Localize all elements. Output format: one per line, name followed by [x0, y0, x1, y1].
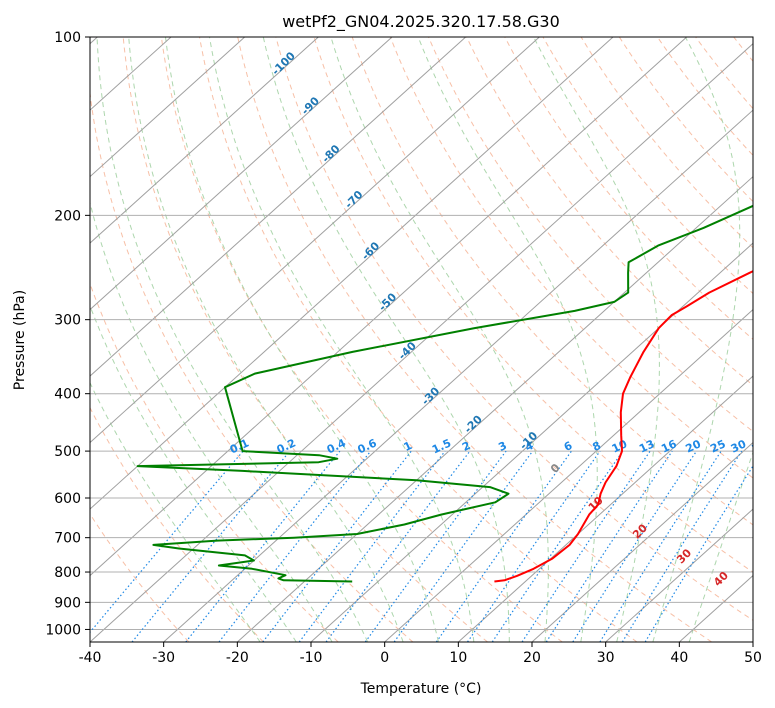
dry-adiabat — [199, 37, 638, 642]
moist-adiabat — [652, 37, 741, 642]
y-tick-label: 300 — [54, 313, 81, 329]
mixing-ratio-label: 30 — [729, 437, 749, 455]
isotherm-line — [605, 508, 753, 642]
moist-adiabat — [165, 37, 439, 642]
isotherm-line — [457, 375, 753, 642]
isotherm-line — [90, 37, 540, 444]
isotherm-line — [236, 175, 753, 642]
isotherm-line — [90, 37, 246, 178]
moist-adiabat — [209, 37, 475, 642]
isotherm-line — [90, 37, 467, 377]
x-tick-label: -30 — [152, 650, 175, 666]
x-tick-label: -20 — [226, 650, 249, 666]
mixing-ratio-line — [545, 450, 673, 642]
dry-adiabat — [90, 513, 190, 642]
isotherm-line — [384, 308, 753, 642]
dry-adiabat — [275, 37, 753, 621]
x-tick-label: 20 — [523, 650, 541, 666]
y-tick-label: 500 — [54, 444, 81, 460]
moist-adiabat — [688, 450, 753, 642]
isotherm-line — [90, 37, 614, 510]
y-tick-label: 900 — [54, 595, 81, 611]
moist-adiabat — [90, 200, 333, 642]
mixing-ratio-line — [364, 450, 507, 642]
mixing-ratio-line — [325, 450, 471, 642]
mixing-ratio-line — [435, 450, 572, 642]
mixing-ratio-label: 16 — [659, 437, 679, 455]
mixing-ratio-line — [521, 450, 651, 642]
isotherm-line — [310, 242, 753, 642]
x-axis: -40 -30 -20 -10 0 10 20 30 40 50 — [79, 642, 762, 666]
x-tick-label: 50 — [744, 650, 762, 666]
dry-adiabat — [122, 37, 488, 642]
x-axis-label: Temperature (°C) — [360, 681, 482, 697]
mixing-ratio-label: 10 — [610, 437, 630, 455]
isotherm-line — [90, 37, 319, 244]
x-tick-label: 40 — [670, 650, 688, 666]
isotherm-line — [90, 37, 393, 311]
moist-adiabat — [417, 37, 598, 642]
dry-adiabat — [351, 37, 753, 526]
moist-adiabat — [90, 381, 261, 642]
profiles — [136, 204, 753, 583]
mixing-ratio-line — [491, 450, 624, 642]
mixing-ratio-line — [467, 450, 601, 642]
y-tick-label: 200 — [54, 208, 81, 224]
mixing-ratio-line — [185, 450, 341, 642]
dewpoint-profile — [136, 204, 753, 583]
mixing-ratio-label: 13 — [637, 437, 656, 455]
y-tick-label: 800 — [54, 565, 81, 581]
mixing-ratio-line — [644, 464, 753, 642]
mixing-ratio-line — [599, 450, 722, 642]
x-tick-label: -40 — [79, 650, 102, 666]
isotherm-line — [163, 109, 753, 642]
y-axis-label: Pressure (hPa) — [12, 290, 28, 390]
moist-adiabat — [128, 37, 404, 642]
mixing-ratio-line — [572, 450, 697, 642]
mixing-ratio-label: 36 — [750, 437, 770, 455]
mixing-ratio-line — [131, 450, 291, 642]
moist-adiabat — [96, 37, 369, 642]
plot-frame — [89, 36, 754, 643]
x-tick-label: -10 — [300, 650, 323, 666]
chart-title: wetPf2_GN04.2025.320.17.58.G30 — [282, 12, 560, 32]
mixing-ratio-line — [393, 450, 534, 642]
x-tick-label: 10 — [449, 650, 467, 666]
mixing-ratio-line — [90, 450, 244, 634]
isotherm-line — [90, 37, 688, 577]
isotherm-line — [531, 441, 753, 642]
y-tick-label: 1000 — [45, 622, 81, 638]
temperature-profile — [494, 270, 753, 583]
y-tick-label: 600 — [54, 491, 81, 507]
dry-adiabat — [389, 37, 753, 479]
mixing-ratio-label: 25 — [708, 437, 727, 455]
mixing-ratio-line — [218, 450, 372, 642]
mixing-ratio-label: 20 — [684, 437, 704, 455]
dry-adiabat — [313, 37, 753, 573]
y-tick-label: 400 — [54, 387, 81, 403]
y-tick-label: 700 — [54, 531, 81, 547]
dry-adiabat — [237, 37, 712, 642]
x-tick-label: 0 — [380, 650, 389, 666]
y-axis: 100 200 300 400 500 600 700 800 900 1000 — [45, 30, 90, 638]
moist-adiabat — [330, 37, 549, 642]
dry-adiabat — [160, 37, 563, 642]
x-tick-label: 30 — [597, 650, 615, 666]
mixing-ratio-line — [298, 450, 446, 642]
dry-adiabat — [90, 282, 339, 642]
dry-adiabat — [466, 37, 753, 386]
y-tick-label: 100 — [54, 30, 81, 46]
moist-adiabat — [90, 304, 297, 642]
